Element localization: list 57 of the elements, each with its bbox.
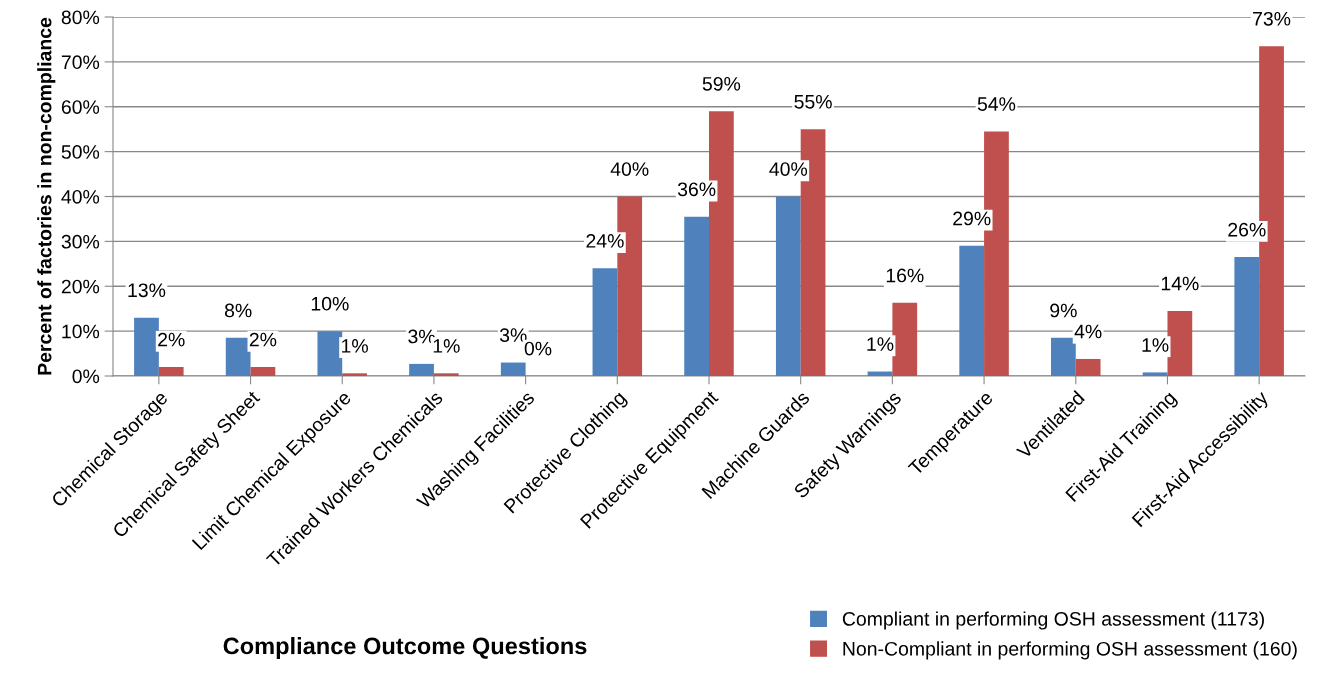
data-label: 1% (342, 339, 368, 353)
legend-label: Compliant in performing OSH assessment (1173) (842, 611, 1264, 630)
data-label: 1% (1142, 338, 1169, 352)
y-axis-title: Percent of factories in non-compliance (37, 17, 56, 375)
y-tick-label: 30% (61, 234, 100, 249)
bar (317, 331, 343, 376)
bar (775, 196, 801, 376)
data-label: 59% (702, 76, 741, 91)
data-label: 54% (977, 97, 1016, 111)
y-tick-label: 70% (61, 55, 100, 70)
y-tick-label: 80% (61, 10, 100, 25)
bar (225, 337, 251, 376)
bar (892, 302, 918, 376)
bar (684, 216, 709, 376)
data-label: 16% (886, 268, 924, 283)
bar (250, 367, 276, 376)
y-tick-label: 10% (62, 324, 100, 339)
data-label: 2% (158, 332, 185, 347)
bar (342, 373, 367, 376)
x-axis-title: Compliance Outcome Questions (223, 637, 587, 660)
bar (158, 367, 184, 376)
data-label: 40% (769, 162, 808, 176)
bar (1167, 310, 1193, 376)
y-tick-label: 60% (61, 100, 100, 114)
bar (1234, 257, 1260, 376)
y-tick-label: 0% (72, 369, 100, 384)
y-tick-label: 50% (61, 145, 100, 159)
data-label: 0% (524, 341, 552, 356)
y-tick-label: 40% (61, 189, 100, 204)
bar (500, 362, 526, 376)
data-label: 1% (867, 337, 894, 351)
data-label: 9% (1050, 303, 1077, 318)
data-label: 10% (311, 296, 349, 311)
bar (1075, 358, 1101, 376)
data-label: 4% (1074, 324, 1102, 339)
data-label: 40% (610, 162, 649, 176)
y-tick-label: 20% (61, 279, 100, 294)
data-label: 8% (224, 303, 252, 318)
bar (592, 268, 618, 376)
data-label: 36% (677, 182, 716, 197)
data-label: 29% (953, 211, 991, 226)
bar (409, 363, 434, 376)
data-label: 26% (1228, 222, 1266, 237)
data-label: 24% (586, 234, 624, 248)
bar (959, 245, 985, 376)
bar (134, 317, 159, 376)
bar (1051, 337, 1076, 376)
data-label: 1% (433, 339, 460, 353)
data-label: 13% (128, 283, 166, 298)
data-label: 55% (794, 94, 832, 109)
data-label: 73% (1253, 11, 1291, 26)
data-label: 14% (1161, 276, 1199, 291)
bar (1142, 372, 1168, 376)
data-label: 2% (249, 332, 277, 347)
bar (433, 373, 459, 376)
data-label: 3% (499, 328, 527, 343)
legend-label: Non-Compliant in performing OSH assessment (160) (843, 641, 1297, 660)
